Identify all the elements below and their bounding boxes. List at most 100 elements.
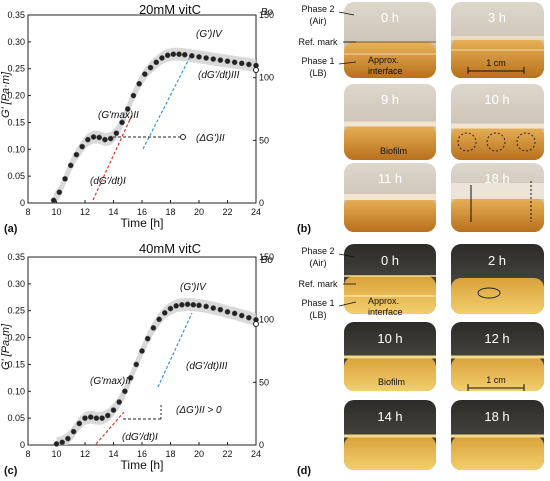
chart-a-data-point <box>79 143 86 150</box>
photo-d-10h: 10 h Biofilm <box>344 322 436 391</box>
chart-a-ytick-label: 0.30 <box>7 37 25 47</box>
chart-c-annot-dgdt3: (dG'/dt)III <box>186 361 228 372</box>
chart-a-title: 20mM vitC <box>139 2 201 17</box>
chart-a-delta-marker <box>180 134 186 140</box>
chart-c-xtick-label: 24 <box>251 449 261 459</box>
chart-a-y2tick-label: 100 <box>259 73 274 83</box>
chart-c-xtick-label: 16 <box>137 449 147 459</box>
chart-a-data-point <box>50 197 57 204</box>
chart-c-data-point <box>59 439 66 446</box>
chart-a-data-point <box>56 189 63 196</box>
chart-c-data-point <box>99 415 105 421</box>
chart-c-y2tick-label: 150 <box>259 252 274 262</box>
chart-c-annot-gmax: (G'max)II <box>90 376 131 387</box>
chart-a-data-point <box>224 58 231 65</box>
chart-a-ytick-label: 0 <box>20 198 25 208</box>
photo-b-11h: 11 h <box>344 163 436 232</box>
chart-c-title: 40mM vitC <box>139 241 201 256</box>
chart-c-panel-label: (c) <box>4 465 18 477</box>
chart-c-data-point <box>65 435 71 442</box>
chart-c-xtick-label: 10 <box>51 449 61 459</box>
chart-a-ticks: 8 10 12 14 16 18 20 22 2400.050.100.150.200.250.… <box>7 10 274 217</box>
chart-c-xtick-label: 14 <box>108 449 118 459</box>
chart-c-end-marker <box>253 321 259 327</box>
chart-a-xtick-label: 14 <box>108 207 118 217</box>
chart-a-ytick-label: 0.25 <box>7 64 25 74</box>
legend-b-phase1: Phase 1 <box>301 56 334 66</box>
chart-a-xtick-label: 12 <box>80 207 90 217</box>
chart-c-ticks: 8 10 12 14 16 18 20 22 2400.050.100.150.200.250.… <box>7 252 274 459</box>
chart-c-data-point <box>161 310 168 316</box>
photo-b-9h: 9 h Biofilm <box>344 84 436 160</box>
chart-a-data-point <box>164 52 171 59</box>
chart-a-data-point <box>113 130 120 137</box>
chart-a-data-point <box>124 106 131 112</box>
photo-b-9h-time: 9 h <box>381 92 399 107</box>
scale-bar-b-label: 1 cm <box>486 58 506 68</box>
chart-c-data-point <box>238 312 245 319</box>
photo-b-biofilm-label: Biofilm <box>380 146 407 156</box>
chart-c-ytick-label: 0 <box>20 440 25 450</box>
chart-a-data-point <box>246 61 252 68</box>
chart-c-blue-dash <box>157 312 193 388</box>
chart-a-data-point <box>90 134 97 140</box>
panel-b-label: (b) <box>297 223 311 235</box>
chart-c-annot-giv: (G')IV <box>180 282 207 293</box>
chart-a-data-point <box>96 134 103 141</box>
photo-b-3h-time: 3 h <box>488 10 506 25</box>
chart-c-xtick-label: 22 <box>222 449 232 459</box>
chart-c-y2tick-label: 50 <box>259 377 269 387</box>
chart-c-ylabel: G' [Pa·m] <box>0 323 12 370</box>
chart-c-y2tick-label: 0 <box>259 440 264 450</box>
chart-c-data-point <box>93 415 100 421</box>
legend-d-approx: Approx. <box>368 296 399 306</box>
legend-b-approx: Approx. <box>368 55 399 65</box>
chart-c-xtick-label: 18 <box>165 449 175 459</box>
chart-a-data-point <box>181 51 188 58</box>
photo-b-18h-time: 18 h <box>484 171 509 186</box>
legend-d-interface: interface <box>368 307 403 317</box>
chart-c-data-point <box>110 407 117 413</box>
chart-a-data-point <box>85 136 91 143</box>
chart-a-data-point <box>159 55 165 61</box>
chart-a-data-point <box>153 59 160 66</box>
photo-d-14h: 14 h <box>344 400 436 470</box>
legend-b-ref: Ref. mark <box>298 37 338 47</box>
chart-c-ytick-label: 0.35 <box>7 252 25 262</box>
chart-c-data-point <box>150 325 157 331</box>
chart-c-data-point <box>82 415 88 421</box>
chart-c-xtick-label: 8 <box>25 449 30 459</box>
chart-c-data-point <box>210 305 217 311</box>
legend-d-phase1: Phase 1 <box>301 298 334 308</box>
chart-a-data-point <box>170 51 177 58</box>
chart-a-annot-dgdt3: (dG'/dt)III <box>198 70 240 81</box>
photo-b-3h: 3 h 1 cm <box>451 2 544 78</box>
chart-c-data-point <box>70 428 77 435</box>
legend-b-interface: interface <box>368 66 403 76</box>
chart-a-y2tick-label: 150 <box>259 10 274 20</box>
chart-a-ytick-label: 0.10 <box>7 144 25 154</box>
chart-a-xtick-label: 18 <box>165 207 175 217</box>
chart-a-data-point <box>102 136 108 143</box>
chart-c-ytick-label: 0.25 <box>7 306 25 316</box>
chart-c-ytick-label: 0.20 <box>7 333 25 343</box>
chart-c-data-point <box>144 335 151 342</box>
chart-a-xtick-label: 8 <box>25 207 30 217</box>
chart-a-xtick-label: 22 <box>222 207 232 217</box>
photo-d-18h-time: 18 h <box>484 409 509 424</box>
photo-d-12h-time: 12 h <box>484 331 509 346</box>
chart-c-data-point <box>179 301 185 308</box>
chart-c-data-point <box>87 414 94 420</box>
photo-d-14h-time: 14 h <box>377 409 402 424</box>
legend-d-air: (Air) <box>310 258 327 268</box>
chart-c-y2label: Bo <box>261 255 274 266</box>
chart-c-data-point <box>167 305 174 312</box>
photo-b-10h-time: 10 h <box>484 92 509 107</box>
photo-d-18h: 18 h <box>451 400 544 470</box>
chart-a-data-point <box>210 56 217 62</box>
legend-b-phase2: Phase 2 <box>301 4 334 14</box>
photo-panel-d: 0 h 2 h 10 h Biofilm 12 h 1 cm <box>297 244 544 477</box>
photo-b-11h-time: 11 h <box>378 171 402 186</box>
chart-a-data-point <box>73 151 80 158</box>
